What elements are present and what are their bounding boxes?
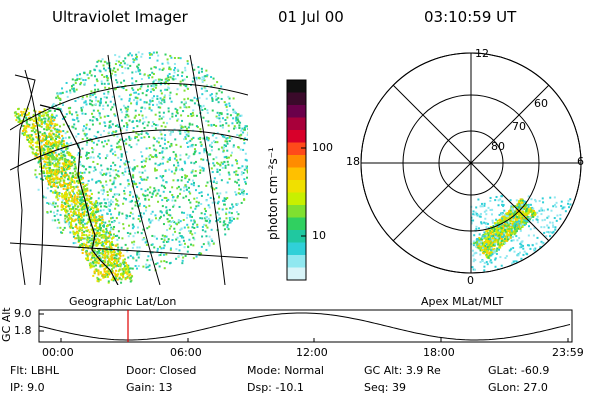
date-label: 01 Jul 00	[278, 8, 344, 26]
lat-label-60: 60	[534, 97, 548, 110]
alt-xtick-1800: 18:00	[423, 346, 455, 359]
footer-filter: Flt: LBHL	[10, 364, 59, 377]
colorbar	[287, 80, 306, 281]
footer-gc-alt: GC Alt: 3.9 Re	[364, 364, 441, 377]
alt-xtick-1200: 12:00	[296, 346, 328, 359]
colorbar-tick-100: 100	[312, 141, 333, 154]
footer-door: Door: Closed	[126, 364, 197, 377]
polar-plot	[360, 52, 582, 274]
colorbar-frame	[286, 79, 307, 281]
colorbar-unit-label: photon cm⁻²s⁻¹	[266, 147, 280, 240]
alt-xtick-0600: 06:00	[170, 346, 202, 359]
footer-ip: IP: 9.0	[10, 381, 45, 394]
footer-glon: GLon: 27.0	[488, 381, 548, 394]
mlt-label-6: 6	[577, 155, 584, 168]
alt-xtick-2359: 23:59	[552, 346, 584, 359]
alt-ylabel: GC Alt	[0, 307, 13, 342]
footer-seq: Seq: 39	[364, 381, 406, 394]
mlt-label-12: 12	[475, 47, 489, 60]
colorbar-tick-10: 10	[312, 229, 326, 242]
footer-mode: Mode: Normal	[247, 364, 324, 377]
alt-xtick-0000: 00:00	[42, 346, 74, 359]
altitude-plot	[38, 309, 573, 343]
alt-ytick-9: 9.0	[14, 307, 32, 320]
footer-dsp: Dsp: -10.1	[247, 381, 304, 394]
alt-ytick-1.8: 1.8	[14, 324, 32, 337]
mlt-label-18: 18	[346, 155, 360, 168]
geo-coastline	[39, 104, 119, 285]
footer-gain: Gain: 13	[126, 381, 173, 394]
instrument-title: Ultraviolet Imager	[52, 8, 188, 26]
time-label: 03:10:59 UT	[424, 8, 517, 26]
geo-coastline-west	[14, 74, 36, 285]
polar-panel-label: Apex MLat/MLT	[421, 295, 504, 308]
geo-image-panel	[10, 51, 248, 285]
mlt-label-0: 0	[467, 274, 474, 287]
lat-label-80: 80	[491, 140, 505, 153]
lat-label-70: 70	[512, 120, 526, 133]
footer-glat: GLat: -60.9	[488, 364, 550, 377]
geo-panel-label: Geographic Lat/Lon	[69, 295, 177, 308]
geo-grid-lines	[10, 54, 248, 285]
